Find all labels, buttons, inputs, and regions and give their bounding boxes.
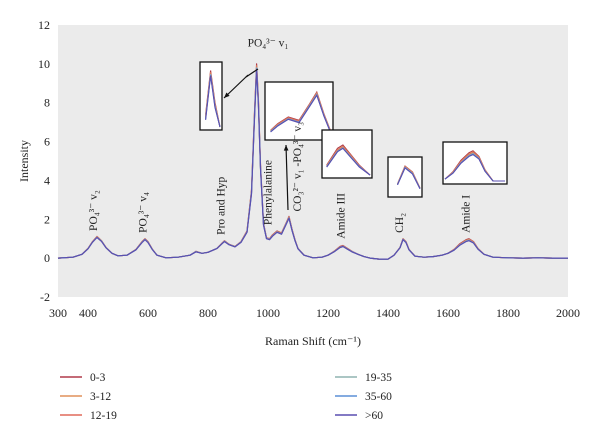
inset-ch2 [387, 156, 423, 198]
legend-item: 19-35 [335, 372, 392, 384]
annotation-ch2: CH₂ [394, 213, 406, 233]
annotation-po4-v2: PO₄³⁻ v₂ [88, 190, 100, 231]
series-layer [57, 63, 568, 260]
inset-layer [199, 61, 508, 211]
y-tick-label: 0 [44, 251, 50, 265]
legend-item: 0-3 [60, 372, 106, 384]
x-tick-label: 800 [199, 306, 217, 320]
inset-series-line [326, 147, 371, 176]
inset-frame [387, 156, 423, 198]
y-tick-label: 8 [44, 96, 50, 110]
y-tick-label: -2 [40, 290, 50, 304]
annotation-layer: PO₄³⁻ v₂ PO₄³⁻ v₄ Pro and Hyp Phenylalanine… [88, 37, 473, 238]
legend-label: 0-3 [90, 372, 106, 384]
x-axis-ticks: 300 400 600 800 1000 1200 1400 1600 1800 2000 [49, 306, 580, 320]
legend-label: 19-35 [365, 372, 392, 384]
x-tick-label: 1800 [496, 306, 520, 320]
inset-frame [264, 81, 334, 141]
annotation-co3-po4: CO₃²⁻ v₁ -PO₄³⁻ v₃ [292, 122, 304, 212]
inset-frame [442, 141, 508, 185]
legend-label: 35-60 [365, 391, 392, 403]
x-axis-title: Raman Shift (cm⁻¹) [265, 334, 361, 348]
x-tick-label: 600 [139, 306, 157, 320]
inset-amide-iii [321, 129, 373, 179]
x-tick-label: 1200 [316, 306, 340, 320]
annotation-amide-i: Amide I [461, 195, 473, 233]
inset-arrow-head [283, 145, 289, 151]
po4-v1-arrow [245, 68, 259, 78]
inset-series-line [444, 153, 505, 182]
y-tick-label: 10 [38, 57, 50, 71]
y-tick-label: 12 [38, 18, 50, 32]
inset-amide-i [442, 141, 508, 185]
annotation-amide-iii: Amide III [336, 193, 348, 239]
series-line [57, 69, 568, 260]
legend-label: 3-12 [90, 391, 111, 403]
y-axis-ticks: -2 0 2 4 6 8 10 12 [38, 18, 50, 304]
inset-arrow [223, 74, 249, 99]
y-axis-title: Intensity [17, 140, 31, 182]
inset-arrow [285, 144, 289, 211]
legend-item: 3-12 [60, 391, 111, 403]
inset-arrow-head [224, 92, 230, 98]
x-tick-label: 1600 [436, 306, 460, 320]
y-tick-label: 4 [44, 173, 50, 187]
legend-label: 12-19 [90, 410, 117, 422]
inset-series-line [396, 167, 421, 190]
annotation-po4-v1: PO₄³⁻ v₁ [248, 37, 289, 49]
x-tick-label: 300 [49, 306, 67, 320]
inset-po4-v1 [199, 61, 249, 131]
legend-label: >60 [365, 410, 383, 422]
y-tick-label: 2 [44, 212, 50, 226]
annotation-phenylalanine: Phenylalanine [263, 160, 275, 225]
legend: 0-3 3-12 12-19 19-35 35-60 >60 [60, 372, 392, 422]
annotation-pro-hyp: Pro and Hyp [216, 176, 228, 234]
legend-item: 35-60 [335, 391, 392, 403]
y-tick-label: 6 [44, 135, 50, 149]
inset-series-line [270, 94, 332, 134]
inset-phenylalanine [264, 81, 334, 211]
x-tick-label: 400 [79, 306, 97, 320]
inset-series-line [205, 75, 221, 128]
legend-item: 12-19 [60, 410, 117, 422]
annotation-po4-v4: PO₄³⁻ v₄ [138, 192, 150, 233]
x-tick-label: 2000 [556, 306, 580, 320]
legend-item: >60 [335, 410, 383, 422]
x-tick-label: 1400 [376, 306, 400, 320]
x-tick-label: 1000 [256, 306, 280, 320]
